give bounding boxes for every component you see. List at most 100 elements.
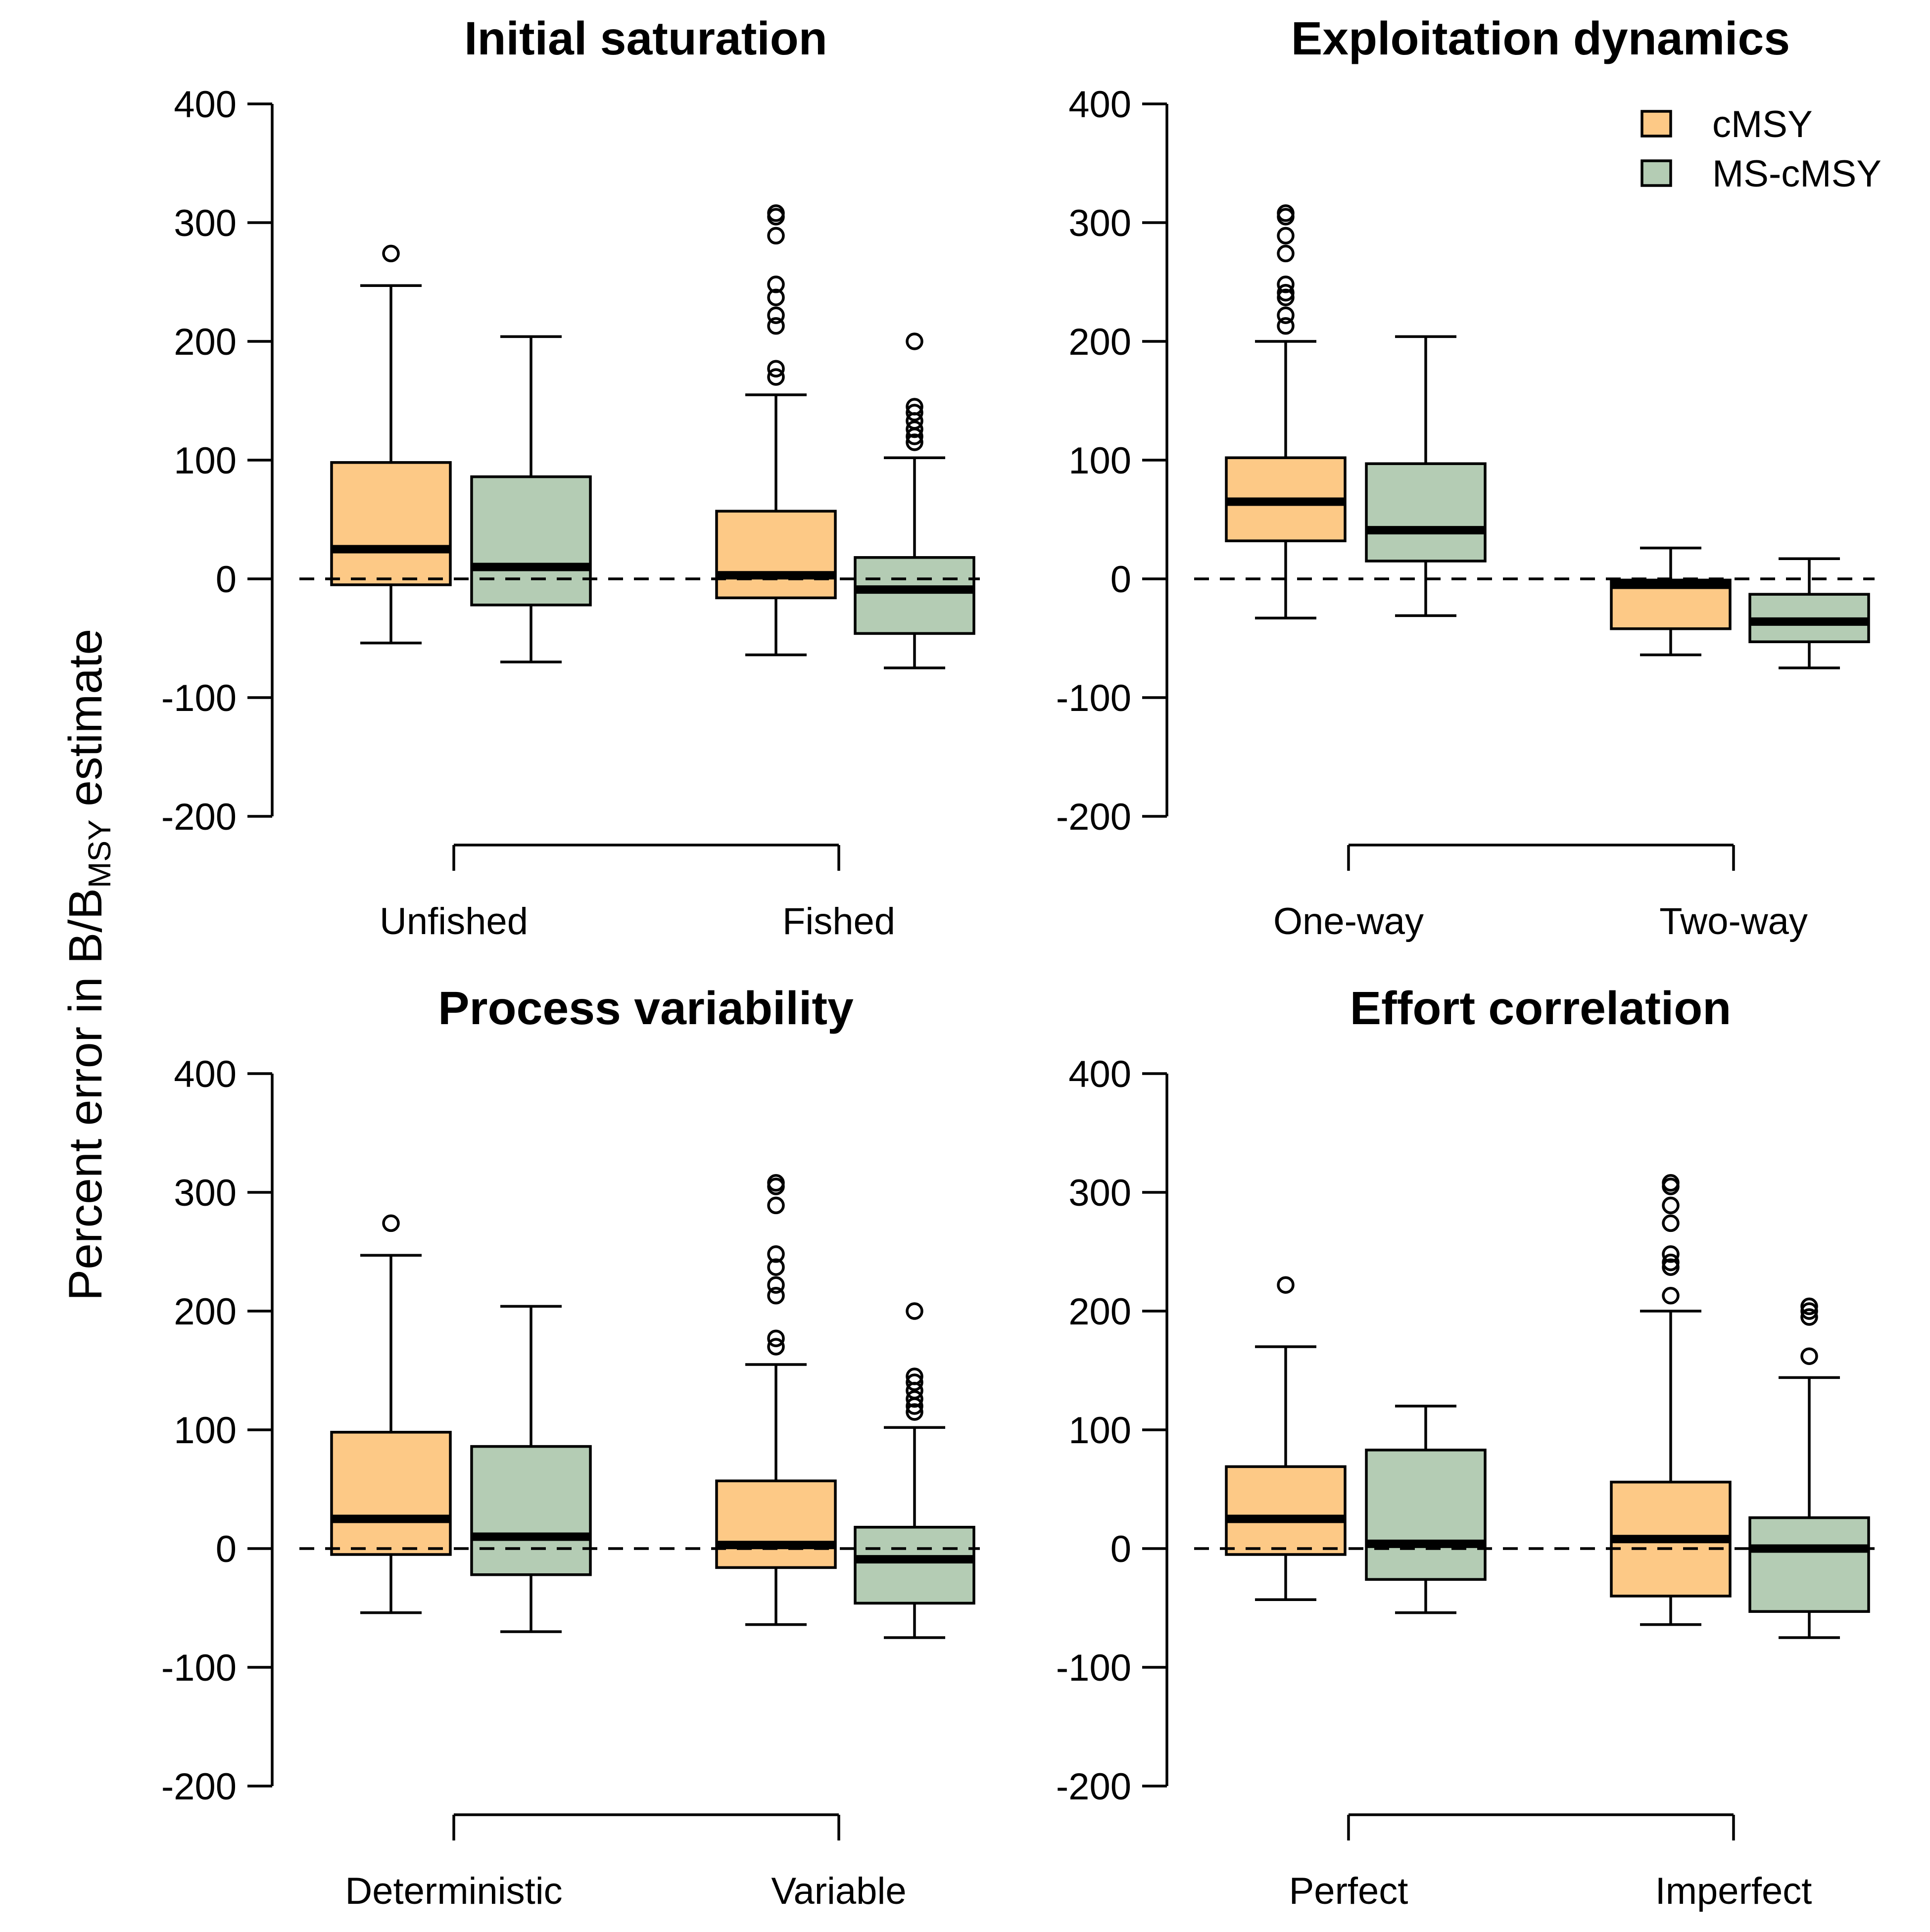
outlier-point (906, 398, 923, 416)
outlier-point (906, 1403, 923, 1421)
y-tick-label: 200 (1068, 321, 1131, 363)
outlier-point (906, 1373, 923, 1391)
y-axis-label: Percent error in B/BMSY estimate (59, 629, 117, 1301)
y-tick-label: 100 (174, 1410, 237, 1452)
y-tick-label: 0 (1110, 559, 1131, 601)
y-tick-label: 400 (174, 84, 237, 126)
outlier-point (1662, 1253, 1680, 1272)
outlier-point (767, 204, 785, 222)
y-axis-label-subscript: MSY (82, 819, 117, 888)
y-tick-label: 100 (1068, 1410, 1131, 1452)
outlier-point (1662, 1245, 1680, 1263)
panel-title: Exploitation dynamics (1291, 12, 1790, 65)
panel-2: Exploitation dynamics -200 -100 0 100 200 300 4… (1056, 12, 1882, 942)
outlier-point (1800, 1347, 1818, 1365)
outlier-point (1277, 276, 1295, 293)
y-tick-label: -200 (161, 796, 237, 838)
legend-label: MS-cMSY (1712, 153, 1882, 195)
box-cmsy (330, 1214, 452, 1614)
box-iqr (470, 1445, 592, 1576)
legend-swatch-cmsy (1640, 110, 1672, 138)
outlier-point (906, 420, 923, 438)
outlier-point (906, 404, 923, 422)
legend-swatch-ms-cmsy (1640, 159, 1672, 187)
x-tick-label: Perfect (1289, 1870, 1408, 1912)
y-tick-label: 400 (1068, 1053, 1131, 1095)
box-iqr (854, 1526, 975, 1605)
outlier-point (906, 433, 923, 451)
box-iqr (470, 475, 592, 607)
box-ms-cmsy (854, 1302, 975, 1639)
y-tick-label: 300 (174, 1172, 237, 1214)
x-tick-label: Fished (782, 900, 895, 942)
outlier-point (1662, 1196, 1680, 1215)
outlier-point (767, 1276, 785, 1294)
box-cmsy (715, 204, 837, 657)
outlier-point (1662, 1287, 1680, 1305)
outlier-point (1662, 1174, 1680, 1192)
outlier-point (382, 1214, 400, 1232)
outlier-point (767, 276, 785, 293)
y-tick-label: 400 (1068, 84, 1131, 126)
box-ms-cmsy (854, 332, 975, 669)
outlier-point (1800, 1308, 1818, 1326)
legend: cMSY MS-cMSY (1640, 103, 1882, 195)
outlier-point (906, 332, 923, 350)
outlier-point (767, 360, 785, 377)
outlier-point (767, 1329, 785, 1347)
y-axis-label-prefix: Percent error in B/B (59, 888, 112, 1301)
y-tick-label: 100 (174, 440, 237, 482)
box-cmsy (1610, 546, 1732, 657)
outlier-point (1277, 227, 1295, 245)
outlier-point (767, 1287, 785, 1305)
y-tick-label: -200 (1056, 796, 1131, 838)
y-tick-label: 200 (174, 1291, 237, 1333)
x-tick-label: Two-way (1659, 900, 1808, 942)
panel-title: Effort correlation (1350, 982, 1732, 1035)
outlier-point (767, 306, 785, 324)
outlier-point (767, 288, 785, 306)
y-tick-label: 300 (174, 202, 237, 244)
outlier-point (1662, 1214, 1680, 1232)
outlier-point (1277, 317, 1295, 335)
outlier-point (767, 1174, 785, 1192)
outlier-point (767, 317, 785, 335)
x-tick-label: Unfished (380, 900, 528, 942)
box-ms-cmsy (1748, 1297, 1870, 1639)
legend-label: cMSY (1712, 103, 1813, 145)
y-tick-label: 300 (1068, 202, 1131, 244)
panel-title: Process variability (438, 982, 854, 1035)
outlier-point (1800, 1302, 1818, 1320)
box-ms-cmsy (1365, 1405, 1487, 1614)
y-tick-label: 300 (1068, 1172, 1131, 1214)
y-tick-label: 200 (174, 321, 237, 363)
y-tick-label: 400 (174, 1053, 237, 1095)
box-cmsy (715, 1174, 837, 1626)
y-tick-label: 0 (216, 559, 237, 601)
y-tick-label: -200 (161, 1766, 237, 1808)
box-ms-cmsy (1365, 335, 1487, 617)
y-tick-label: 0 (216, 1528, 237, 1570)
y-tick-label: -200 (1056, 1766, 1131, 1808)
y-tick-label: -100 (1056, 677, 1131, 719)
box-iqr (715, 1479, 837, 1569)
panel-3: Process variability -200 -100 0 100 200 300 400… (161, 982, 980, 1912)
y-tick-label: 100 (1068, 440, 1131, 482)
outlier-point (767, 1196, 785, 1215)
box-iqr (1225, 1465, 1347, 1556)
outlier-point (1662, 1258, 1680, 1276)
outlier-point (1277, 1276, 1295, 1294)
panel-title: Initial saturation (464, 12, 827, 65)
outlier-point (906, 1367, 923, 1385)
y-tick-label: -100 (161, 1647, 237, 1689)
y-tick-label: 0 (1110, 1528, 1131, 1570)
box-iqr (1365, 462, 1487, 563)
box-ms-cmsy (470, 335, 592, 663)
box-cmsy (330, 244, 452, 645)
box-cmsy (1225, 204, 1347, 619)
outlier-point (767, 1258, 785, 1276)
outlier-point (767, 368, 785, 386)
outlier-point (767, 227, 785, 245)
